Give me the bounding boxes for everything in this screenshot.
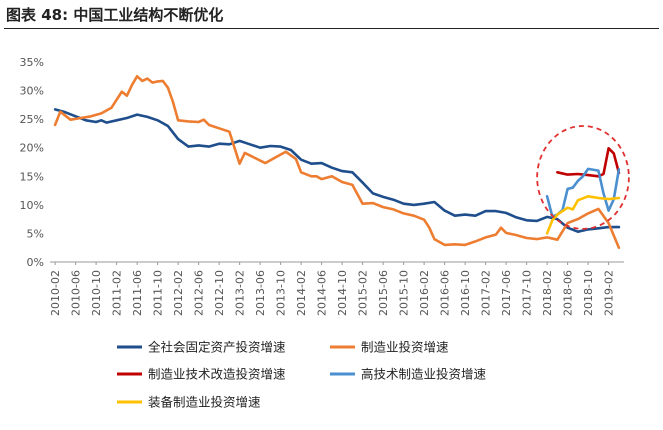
legend-label-high_tech: 高技术制造业投资增速 <box>361 367 487 382</box>
x-tick-label: 2012-10 <box>213 270 226 316</box>
legend-label-manufacturing: 制造业投资增速 <box>361 340 449 355</box>
y-tick-label: 30% <box>20 85 44 98</box>
x-tick-label: 2014-06 <box>316 270 329 316</box>
x-tick-label: 2017-10 <box>521 270 534 316</box>
x-tick-label: 2015-02 <box>357 270 370 316</box>
x-tick-label: 2016-10 <box>459 270 472 316</box>
x-tick-label: 2019-02 <box>603 270 616 316</box>
y-tick-label: 5% <box>27 227 44 240</box>
x-tick-label: 2011-02 <box>111 270 124 316</box>
x-tick-label: 2011-06 <box>131 270 144 316</box>
annotation-layer <box>536 125 630 230</box>
figure-title: 图表 48: 中国工业结构不断优化 <box>6 6 224 24</box>
x-tick-label: 2013-10 <box>275 270 288 316</box>
x-tick-label: 2012-02 <box>172 270 185 316</box>
x-tick-label: 2012-06 <box>193 270 206 316</box>
series-line-tech_upgrade <box>556 147 621 178</box>
legend-label-equipment: 装备制造业投资增速 <box>148 395 261 410</box>
x-tick-label: 2017-02 <box>480 270 493 316</box>
x-tick-label: 2013-06 <box>254 270 267 316</box>
x-tick-label: 2015-10 <box>398 270 411 316</box>
x-tick-label: 2010-10 <box>90 270 103 316</box>
highlight-ellipse <box>536 125 630 230</box>
x-tick-label: 2015-06 <box>377 270 390 316</box>
title-rule <box>4 28 659 29</box>
y-tick-label: 20% <box>20 142 44 155</box>
series-line-fixed_asset <box>53 108 621 233</box>
series-line-equipment <box>545 195 621 235</box>
y-tick-label: 25% <box>20 113 44 126</box>
x-tick-label: 2018-06 <box>562 270 575 316</box>
x-tick-label: 2014-10 <box>336 270 349 316</box>
x-tick-label: 2011-10 <box>152 270 165 316</box>
x-axis: 2010-02 2010-06 2010-10 2011-02 2011-06 2011-… <box>49 262 616 316</box>
legend-label-fixed_asset: 全社会固定资产投资增速 <box>148 340 286 355</box>
y-axis: 0% 5% 10% 15% 20% 25% 30% 35% <box>20 56 624 269</box>
x-tick-label: 2018-02 <box>541 270 554 316</box>
x-tick-label: 2017-06 <box>500 270 513 316</box>
x-tick-label: 2016-02 <box>418 270 431 316</box>
legend-label-tech_upgrade: 制造业技术改造投资增速 <box>148 367 286 382</box>
x-tick-label: 2010-06 <box>70 270 83 316</box>
series-line-manufacturing <box>53 75 621 249</box>
y-tick-label: 35% <box>20 56 44 69</box>
series-layer <box>53 75 621 249</box>
y-tick-label: 10% <box>20 199 44 212</box>
x-tick-label: 2014-02 <box>295 270 308 316</box>
y-tick-label: 0% <box>27 256 44 269</box>
x-tick-label: 2016-06 <box>439 270 452 316</box>
y-tick-label: 15% <box>20 170 44 183</box>
series-line-high_tech <box>545 167 621 218</box>
x-tick-label: 2013-02 <box>234 270 247 316</box>
x-tick-label: 2018-10 <box>582 270 595 316</box>
x-tick-label: 2010-02 <box>49 270 62 316</box>
